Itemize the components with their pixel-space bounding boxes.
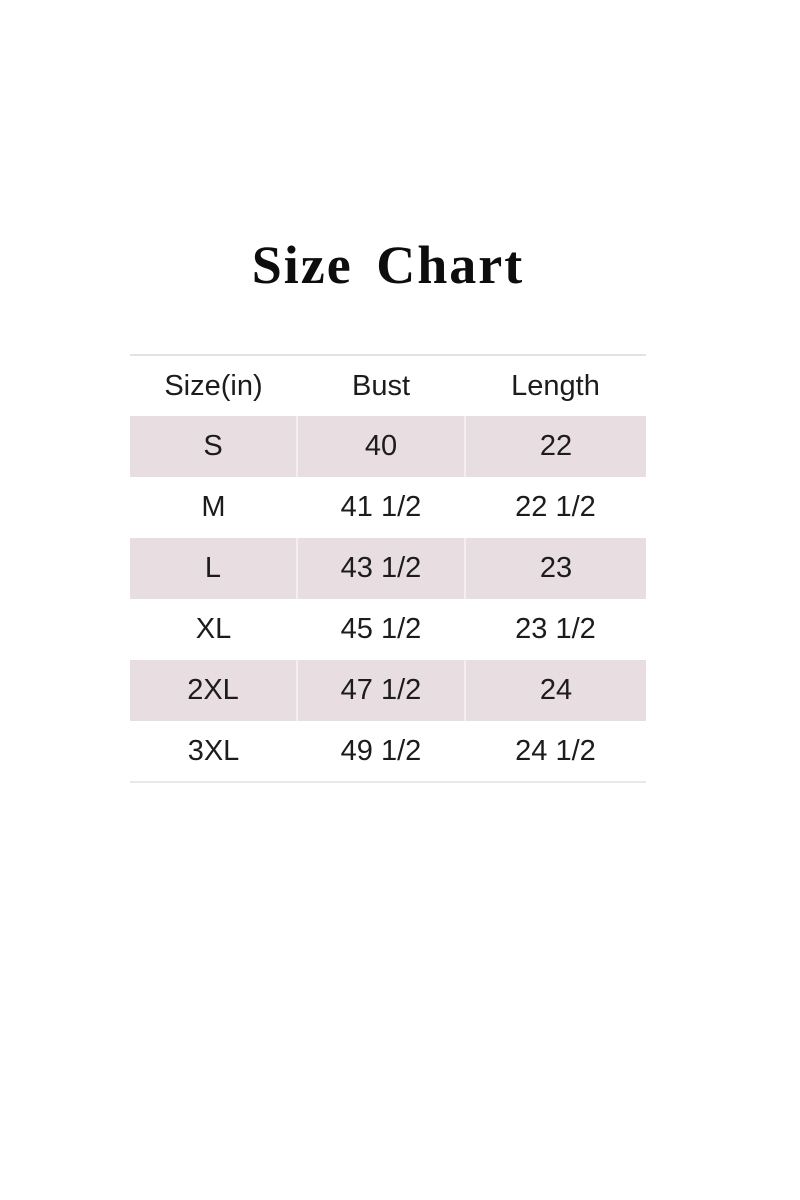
cell-size: 2XL	[187, 674, 239, 706]
table-row-xl: XL 45 1/2 23 1/2	[130, 599, 646, 660]
table-row-2xl: 2XL 47 1/2 24	[130, 660, 646, 721]
cell-bust: 45 1/2	[340, 613, 422, 645]
cell-length: 23 1/2	[515, 613, 596, 645]
cell-size: M	[201, 491, 226, 523]
size-chart-table: Size(in) Bust Length S 40 22 M 41 1/2 22…	[130, 354, 646, 783]
column-header-bust: Bust	[351, 369, 411, 402]
cell-length: 22 1/2	[515, 491, 596, 523]
table-header-row: Size(in) Bust Length	[130, 355, 646, 416]
cell-size: L	[204, 552, 222, 584]
cell-size: XL	[195, 613, 232, 645]
cell-bust: 40	[296, 416, 465, 477]
table-row-3xl: 3XL 49 1/2 24 1/2	[130, 721, 646, 782]
cell-size: 3XL	[187, 734, 240, 767]
cell-bust: 41 1/2	[340, 491, 422, 523]
cell-length: 24 1/2	[515, 734, 596, 767]
size-chart-content: Size Chart Size(in) Bust Length S 40 22	[130, 0, 646, 783]
table-row-s: S 40 22	[130, 416, 646, 477]
column-header-length: Length	[511, 369, 600, 402]
cell-size: S	[203, 430, 223, 462]
column-header-size: Size(in)	[164, 369, 263, 402]
cell-bust: 47 1/2	[296, 660, 465, 721]
cell-length: 24	[464, 660, 646, 721]
table-row-l: L 43 1/2 23	[130, 538, 646, 599]
table-row-m: M 41 1/2 22 1/2	[130, 477, 646, 538]
cell-bust: 43 1/2	[296, 538, 465, 599]
cell-bust: 49 1/2	[340, 734, 422, 767]
cell-length: 22	[464, 416, 646, 477]
page-title: Size Chart	[251, 235, 525, 295]
cell-length: 23	[464, 538, 646, 599]
